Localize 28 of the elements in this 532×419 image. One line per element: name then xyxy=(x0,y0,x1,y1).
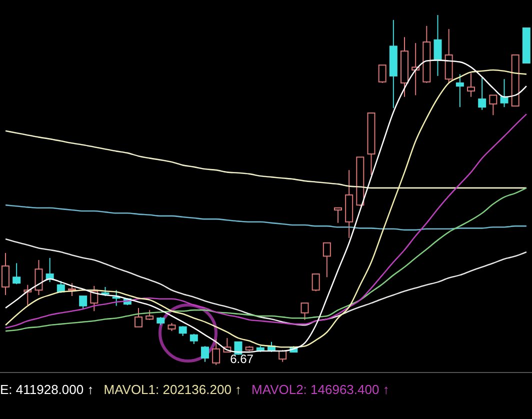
candlestick xyxy=(178,326,187,336)
text: MAVOL2: 146963.400 ↑ xyxy=(252,382,390,397)
candlestick xyxy=(478,76,486,110)
candlestick xyxy=(489,94,498,116)
text: E: 411928.000 ↑ xyxy=(0,382,94,397)
candlestick xyxy=(456,74,464,108)
candlestick xyxy=(79,296,88,310)
candlestick xyxy=(378,64,386,84)
candlestick xyxy=(322,242,331,278)
candlestick xyxy=(212,338,220,366)
candlestick xyxy=(500,78,508,108)
candlestick xyxy=(278,349,287,362)
candlestick xyxy=(467,72,475,98)
candlestick xyxy=(201,346,209,362)
candlestick xyxy=(101,286,110,297)
candlestick xyxy=(434,14,442,76)
candlestick xyxy=(312,274,320,292)
annotation: 6.67 xyxy=(230,352,254,366)
candlestick xyxy=(146,310,154,320)
candlestick xyxy=(34,260,43,296)
candlestick xyxy=(234,341,242,356)
text: MAVOL1: 202136.200 ↑ xyxy=(104,382,242,397)
candlestick xyxy=(12,262,21,285)
candlestick xyxy=(134,307,142,328)
candlestick xyxy=(68,282,76,297)
candlestick xyxy=(334,207,342,224)
candlestick xyxy=(190,333,198,345)
candlestick xyxy=(300,302,309,320)
